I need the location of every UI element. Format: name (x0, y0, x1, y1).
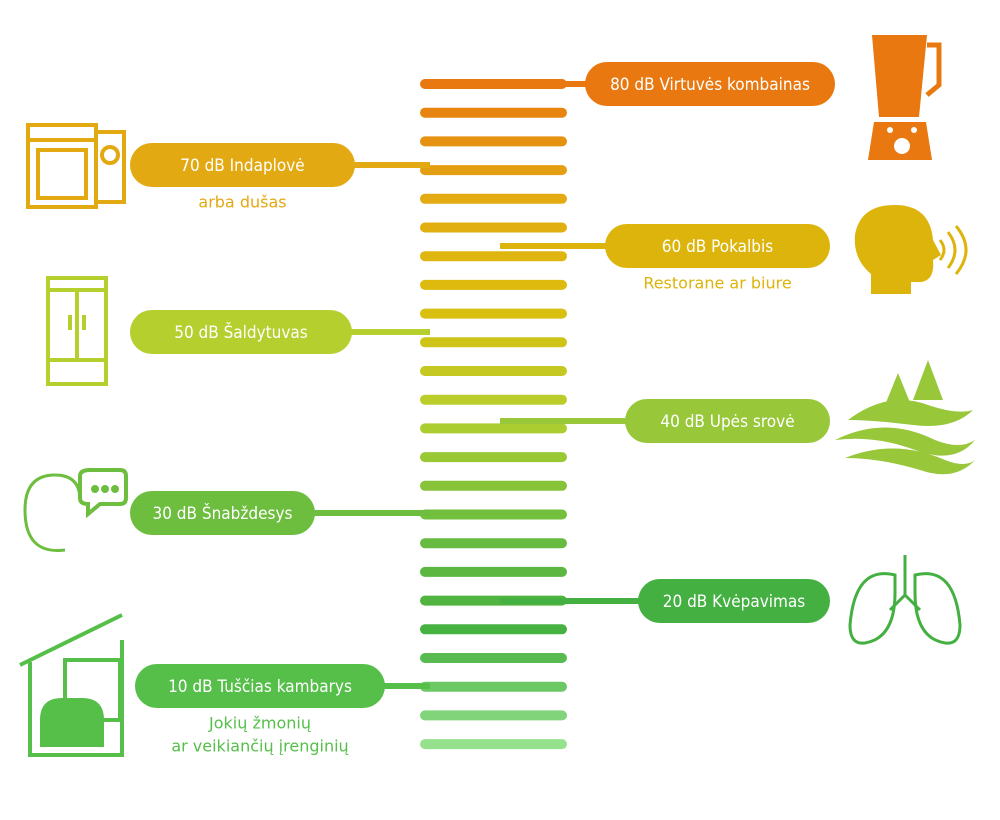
label-pill (625, 399, 830, 443)
items: 80 dB Virtuvės kombainas 70 dB Indaplovė a… (130, 62, 835, 756)
sub-label: ar veikiančių įrenginių (171, 737, 348, 756)
label-pill (605, 224, 830, 268)
scale-bar (420, 739, 567, 750)
dishwasher-icon (26, 123, 126, 209)
room-icon (19, 613, 124, 757)
ear-icon (23, 468, 128, 552)
scale-bar (420, 452, 567, 463)
label-pill (638, 579, 830, 623)
scale-bar (420, 681, 567, 692)
label-pill (130, 491, 315, 535)
sub-label: Jokių žmonių (208, 714, 311, 733)
label-text: 80 dB Virtuvės kombainas (610, 75, 810, 95)
lungs-icon (848, 555, 962, 645)
scale-bar (420, 308, 567, 319)
label-pill (585, 62, 835, 106)
scale-bar (420, 394, 567, 405)
label-text: 50 dB Šaldytuvas (174, 321, 308, 343)
label-text: 30 dB Šnabždesys (152, 502, 292, 524)
connector (500, 598, 648, 604)
scale-bar (420, 251, 567, 262)
connector (500, 243, 615, 249)
scale-bar (420, 337, 567, 348)
river-icon (835, 360, 975, 475)
scale-bar (420, 193, 567, 204)
label-text: 60 dB Pokalbis (662, 237, 773, 257)
connector (375, 683, 430, 689)
label-text: 10 dB Tuščias kambarys (168, 677, 352, 697)
scale-bar (420, 136, 567, 147)
sub-label: arba dušas (198, 193, 286, 212)
connector (342, 329, 430, 335)
label-pill (135, 664, 385, 708)
label-text: 70 dB Indaplovė (180, 156, 304, 176)
head-icon (854, 205, 968, 294)
label-pill (130, 310, 352, 354)
blender-icon (868, 35, 942, 160)
fridge-icon (46, 276, 108, 386)
scale-bar (420, 165, 567, 176)
label-text: 40 dB Upės srovė (660, 412, 794, 432)
label-text: 20 dB Kvėpavimas (663, 592, 806, 612)
connector (500, 418, 635, 424)
scale-bars (420, 79, 567, 750)
sub-label: Restorane ar biure (643, 274, 791, 293)
scale-bar (420, 710, 567, 721)
scale-bar (420, 509, 567, 520)
scale-bar (420, 107, 567, 118)
scale-bar (420, 653, 567, 663)
scale-bar (420, 222, 567, 233)
scale-bar (420, 566, 567, 577)
scale-bar (420, 624, 567, 635)
scale-bar (420, 480, 567, 491)
connector (500, 81, 595, 87)
scale-bar (420, 538, 567, 549)
connector (305, 510, 430, 516)
connector (345, 162, 430, 168)
label-pill (130, 143, 355, 187)
scale-bar (420, 366, 567, 376)
scale-bar (420, 279, 567, 290)
scale-bar (420, 423, 567, 434)
